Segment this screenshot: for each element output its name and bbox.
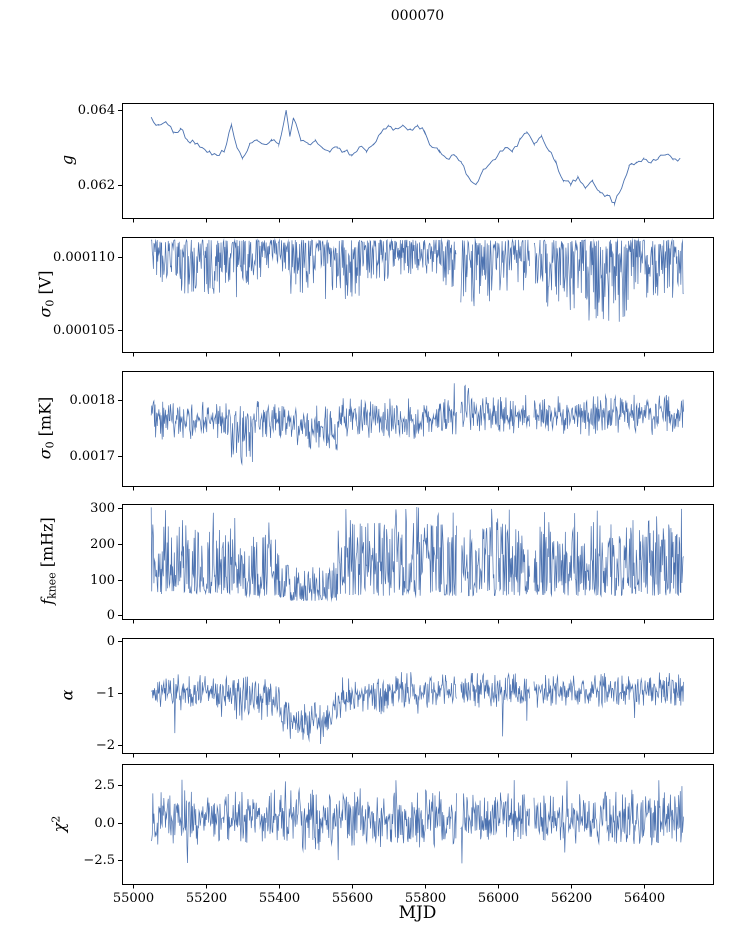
- y-axis-label-sigma0-mk: σ0 [mK]: [35, 396, 57, 460]
- x-axis-label: MJD: [398, 903, 437, 923]
- y-axis-label-fknee: fknee [mHz]: [37, 517, 59, 605]
- y-axis-label-chi2: χ2: [49, 815, 69, 833]
- y-axis-label-g: g: [57, 154, 77, 166]
- y-axis-label-alpha: α: [57, 689, 77, 701]
- y-axis-label-sigma0-v: σ0 [V]: [35, 270, 57, 318]
